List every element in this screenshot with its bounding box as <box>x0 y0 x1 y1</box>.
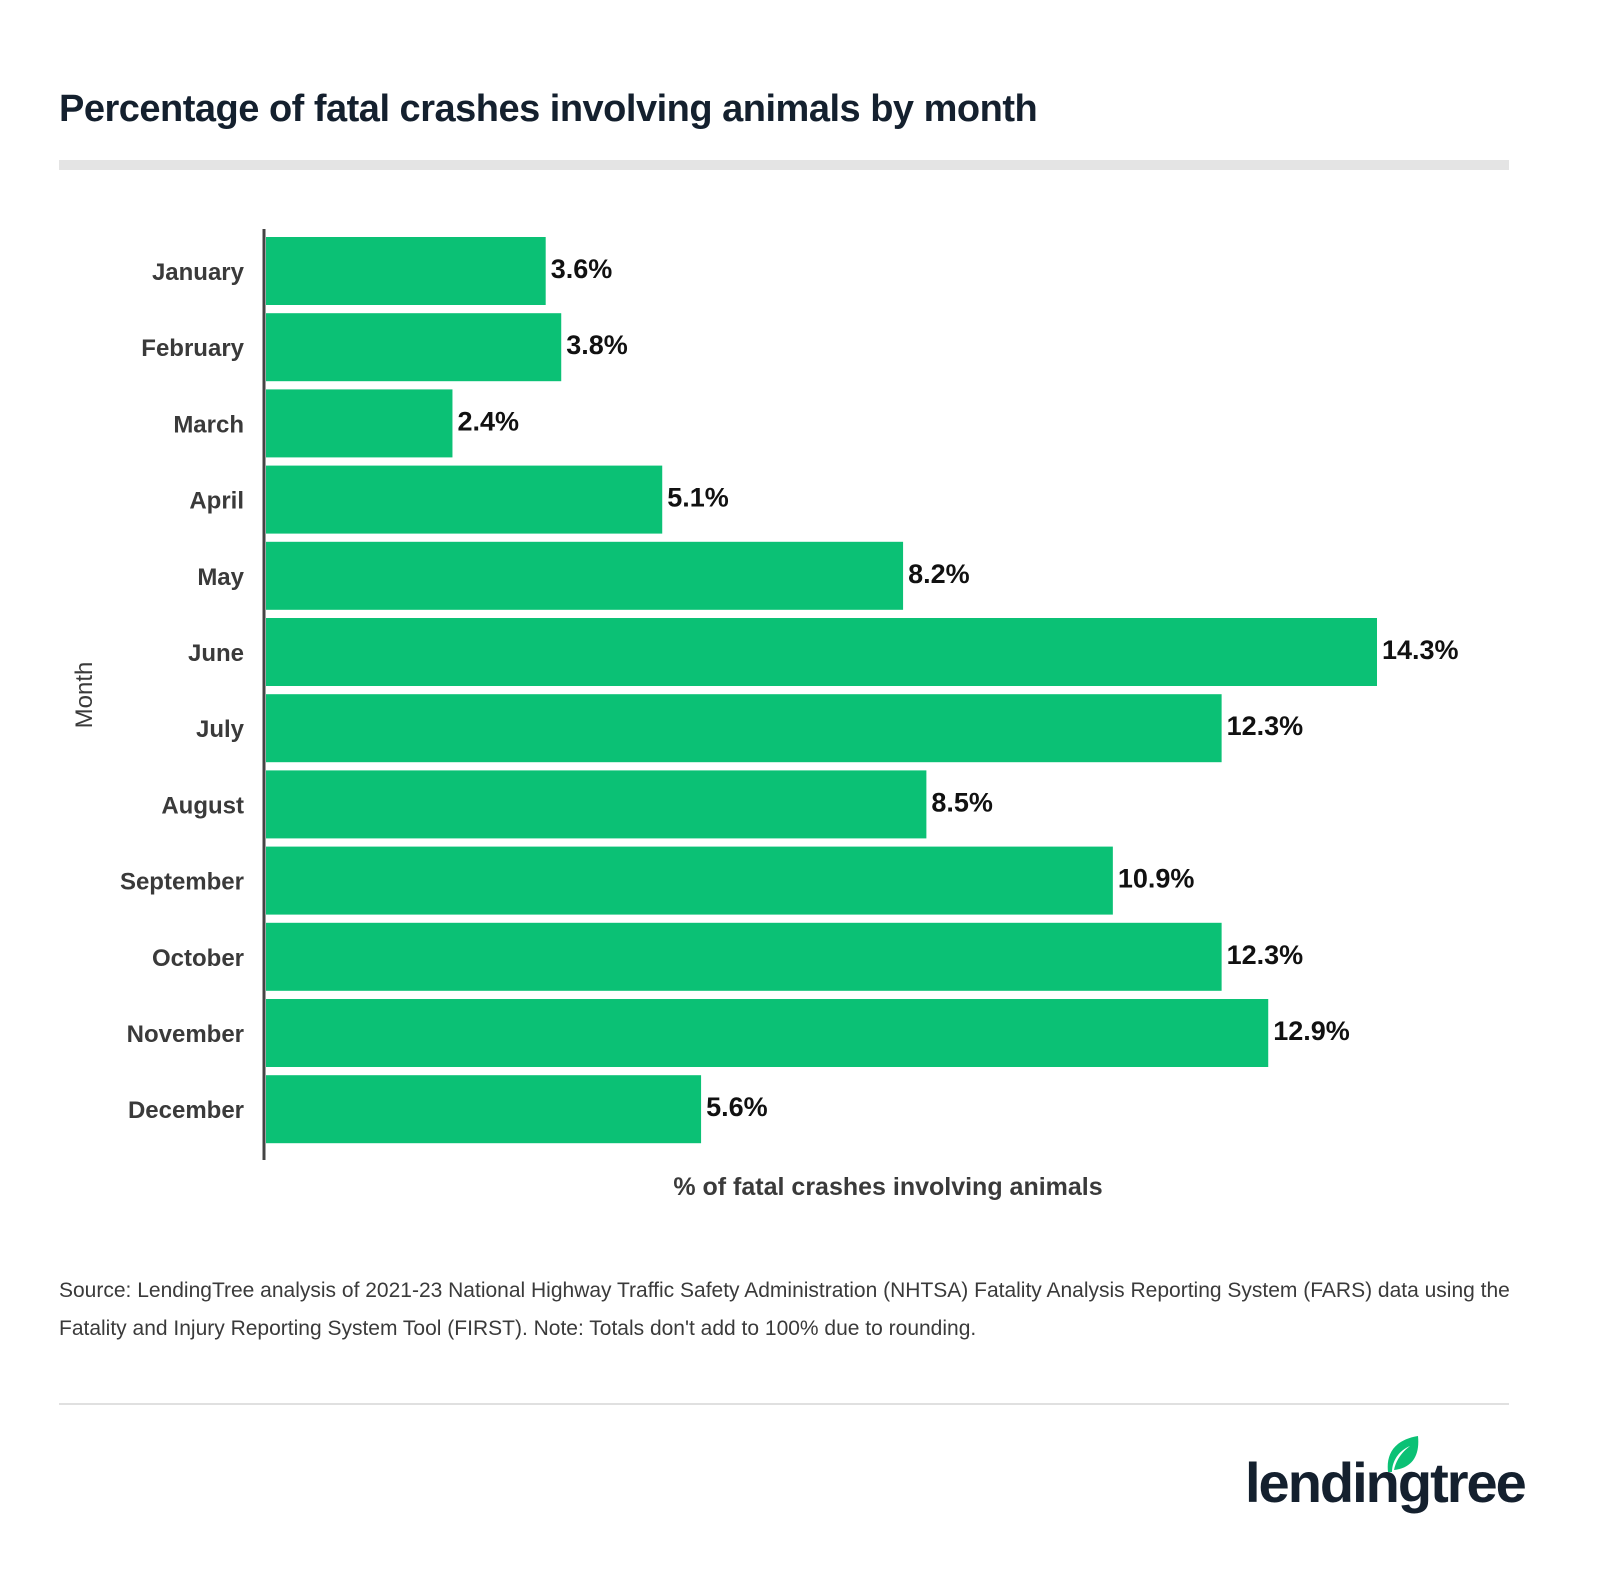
data-label: 5.1% <box>667 483 729 513</box>
lendingtree-logo: lendingtree <box>1240 1430 1527 1520</box>
logo-wordmark: lendingtree <box>1245 1451 1527 1514</box>
data-label: 14.3% <box>1382 635 1459 665</box>
category-label: September <box>120 869 244 896</box>
category-label: October <box>152 945 244 972</box>
bar-july <box>266 694 1222 763</box>
category-label: August <box>161 792 244 819</box>
x-axis-label: % of fatal crashes involving animals <box>673 1173 1102 1201</box>
source-note: Source: LendingTree analysis of 2021-23 … <box>59 1279 1510 1340</box>
bar-june <box>266 618 1377 686</box>
bar-december <box>266 1075 702 1144</box>
category-label: June <box>188 640 244 667</box>
category-label: November <box>127 1021 244 1048</box>
bar-august <box>266 770 927 839</box>
data-label: 8.5% <box>931 787 993 817</box>
category-label: February <box>141 335 244 362</box>
category-label: December <box>128 1097 244 1124</box>
bar-october <box>266 922 1222 991</box>
data-label: 3.6% <box>551 254 613 284</box>
bar-november <box>266 999 1269 1067</box>
footer-divider <box>59 1403 1509 1405</box>
data-label: 12.9% <box>1273 1016 1350 1046</box>
title-divider <box>59 160 1509 170</box>
bar-april <box>266 465 663 534</box>
bar-march <box>266 389 453 458</box>
data-label: 2.4% <box>457 406 519 436</box>
y-axis-label: Month <box>71 662 98 729</box>
bar-september <box>266 846 1113 915</box>
leaf-icon <box>1387 1436 1419 1472</box>
category-label: July <box>196 716 245 743</box>
data-label: 5.6% <box>706 1092 768 1122</box>
bar-january <box>266 237 546 305</box>
bar-chart: Month % of fatal crashes involving anima… <box>71 229 1459 1201</box>
bar-february <box>266 313 562 382</box>
data-label: 3.8% <box>566 330 628 360</box>
category-label: May <box>197 564 244 591</box>
category-label: March <box>173 411 244 438</box>
data-label: 12.3% <box>1227 940 1304 970</box>
chart-title: Percentage of fatal crashes involving an… <box>59 88 1038 130</box>
data-label: 12.3% <box>1227 711 1304 741</box>
bar-may <box>266 541 904 610</box>
data-label: 10.9% <box>1118 864 1195 894</box>
category-label: January <box>152 259 245 286</box>
data-label: 8.2% <box>908 559 970 589</box>
category-label: April <box>189 488 244 515</box>
